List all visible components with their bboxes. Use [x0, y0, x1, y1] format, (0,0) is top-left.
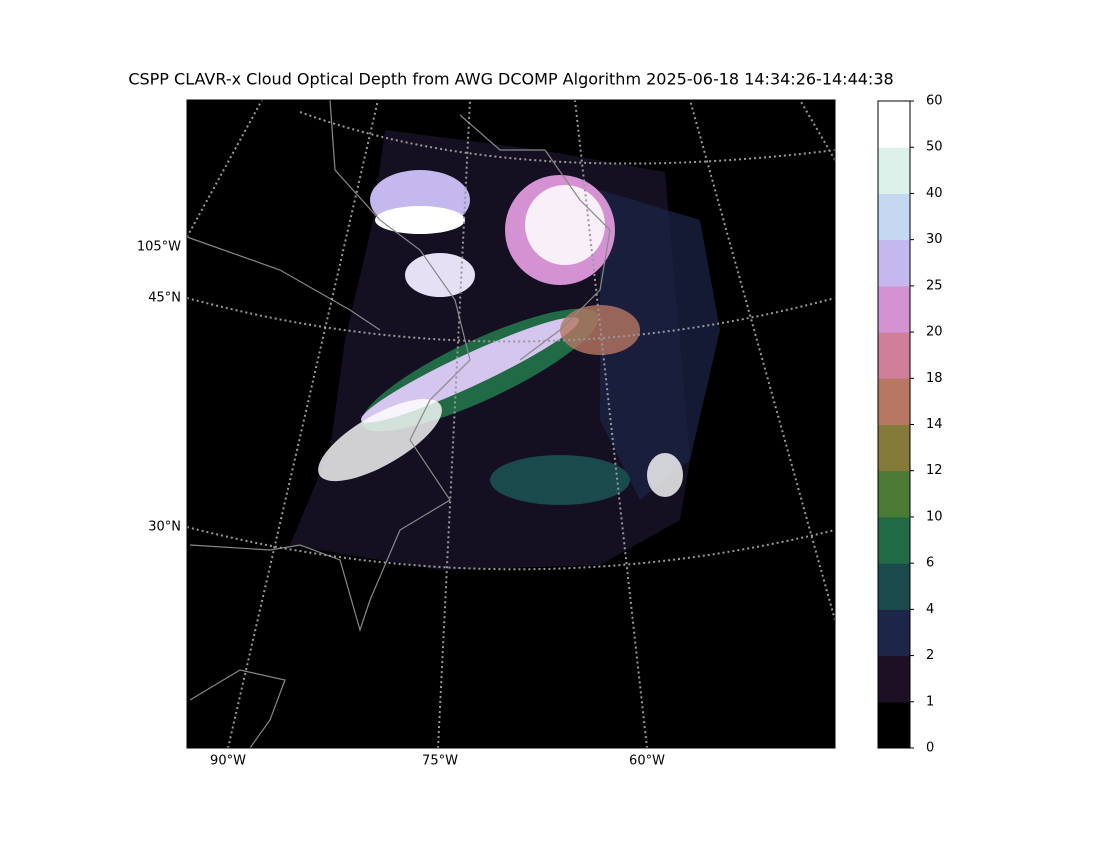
lat-label: 30°N: [148, 520, 181, 535]
colorbar-band: [878, 609, 910, 657]
colorbar-tick-label: 30: [926, 232, 943, 247]
graticule: [799, 99, 836, 161]
colorbar-band: [878, 563, 910, 610]
colorbar-band: [878, 378, 910, 425]
colorbar-tick-label: 20: [926, 325, 943, 340]
lon-label: 105°W: [137, 240, 181, 255]
colorbar-band: [878, 239, 910, 287]
colorbar-tick-label: 18: [926, 371, 943, 386]
colorbar-band: [878, 655, 910, 703]
colorbar-tick-label: 2: [926, 648, 934, 663]
colorbar-tick-label: 14: [926, 417, 943, 432]
colorbar-band: [878, 701, 910, 749]
cloud: [405, 253, 475, 297]
colorbar-band: [878, 424, 910, 472]
cloud: [490, 455, 630, 505]
graticule: [186, 99, 263, 238]
colorbar-tick-label: 25: [926, 278, 943, 293]
map: [186, 99, 836, 749]
colorbar-band: [878, 516, 910, 564]
colorbar-tick-label: 60: [926, 94, 943, 109]
colorbar-tick-label: 6: [926, 556, 934, 571]
cloud: [318, 398, 442, 482]
lon-label: 90°W: [210, 754, 246, 769]
cloud: [600, 190, 720, 500]
cloud: [361, 317, 579, 423]
map-frame: [186, 99, 836, 749]
colorbar-tick-label: 4: [926, 602, 934, 617]
border: [186, 236, 381, 331]
lat-label: 45°N: [148, 291, 181, 306]
colorbar-band: [878, 101, 910, 148]
colorbar-band: [878, 193, 910, 241]
graticule: [574, 99, 648, 749]
graticule: [227, 99, 379, 749]
cloud: [375, 206, 465, 234]
cloud: [647, 453, 683, 497]
colorbar-tick-label: 1: [926, 694, 934, 709]
colorbar-tick-label: 12: [926, 463, 943, 478]
lon-label: 75°W: [422, 754, 458, 769]
title: CSPP CLAVR-x Cloud Optical Depth from AW…: [128, 70, 893, 89]
colorbar-tick-label: 40: [926, 186, 943, 201]
lon-label: 60°W: [629, 754, 665, 769]
graticule: [437, 99, 471, 749]
colorbar-tick-label: 10: [926, 509, 943, 524]
cloud: [525, 185, 605, 265]
coastline: [459, 114, 611, 361]
graticule: [186, 297, 836, 343]
colorbar-tick-label: 50: [926, 140, 943, 155]
graticule: [186, 526, 836, 571]
colorbar-band: [878, 332, 910, 379]
coastline: [189, 669, 286, 749]
coastline: [189, 99, 471, 633]
colorbar-band: [878, 470, 910, 518]
colorbar-tick-label: 0: [926, 741, 934, 756]
colorbar-band: [878, 147, 910, 194]
colorbar-band: [878, 285, 910, 333]
